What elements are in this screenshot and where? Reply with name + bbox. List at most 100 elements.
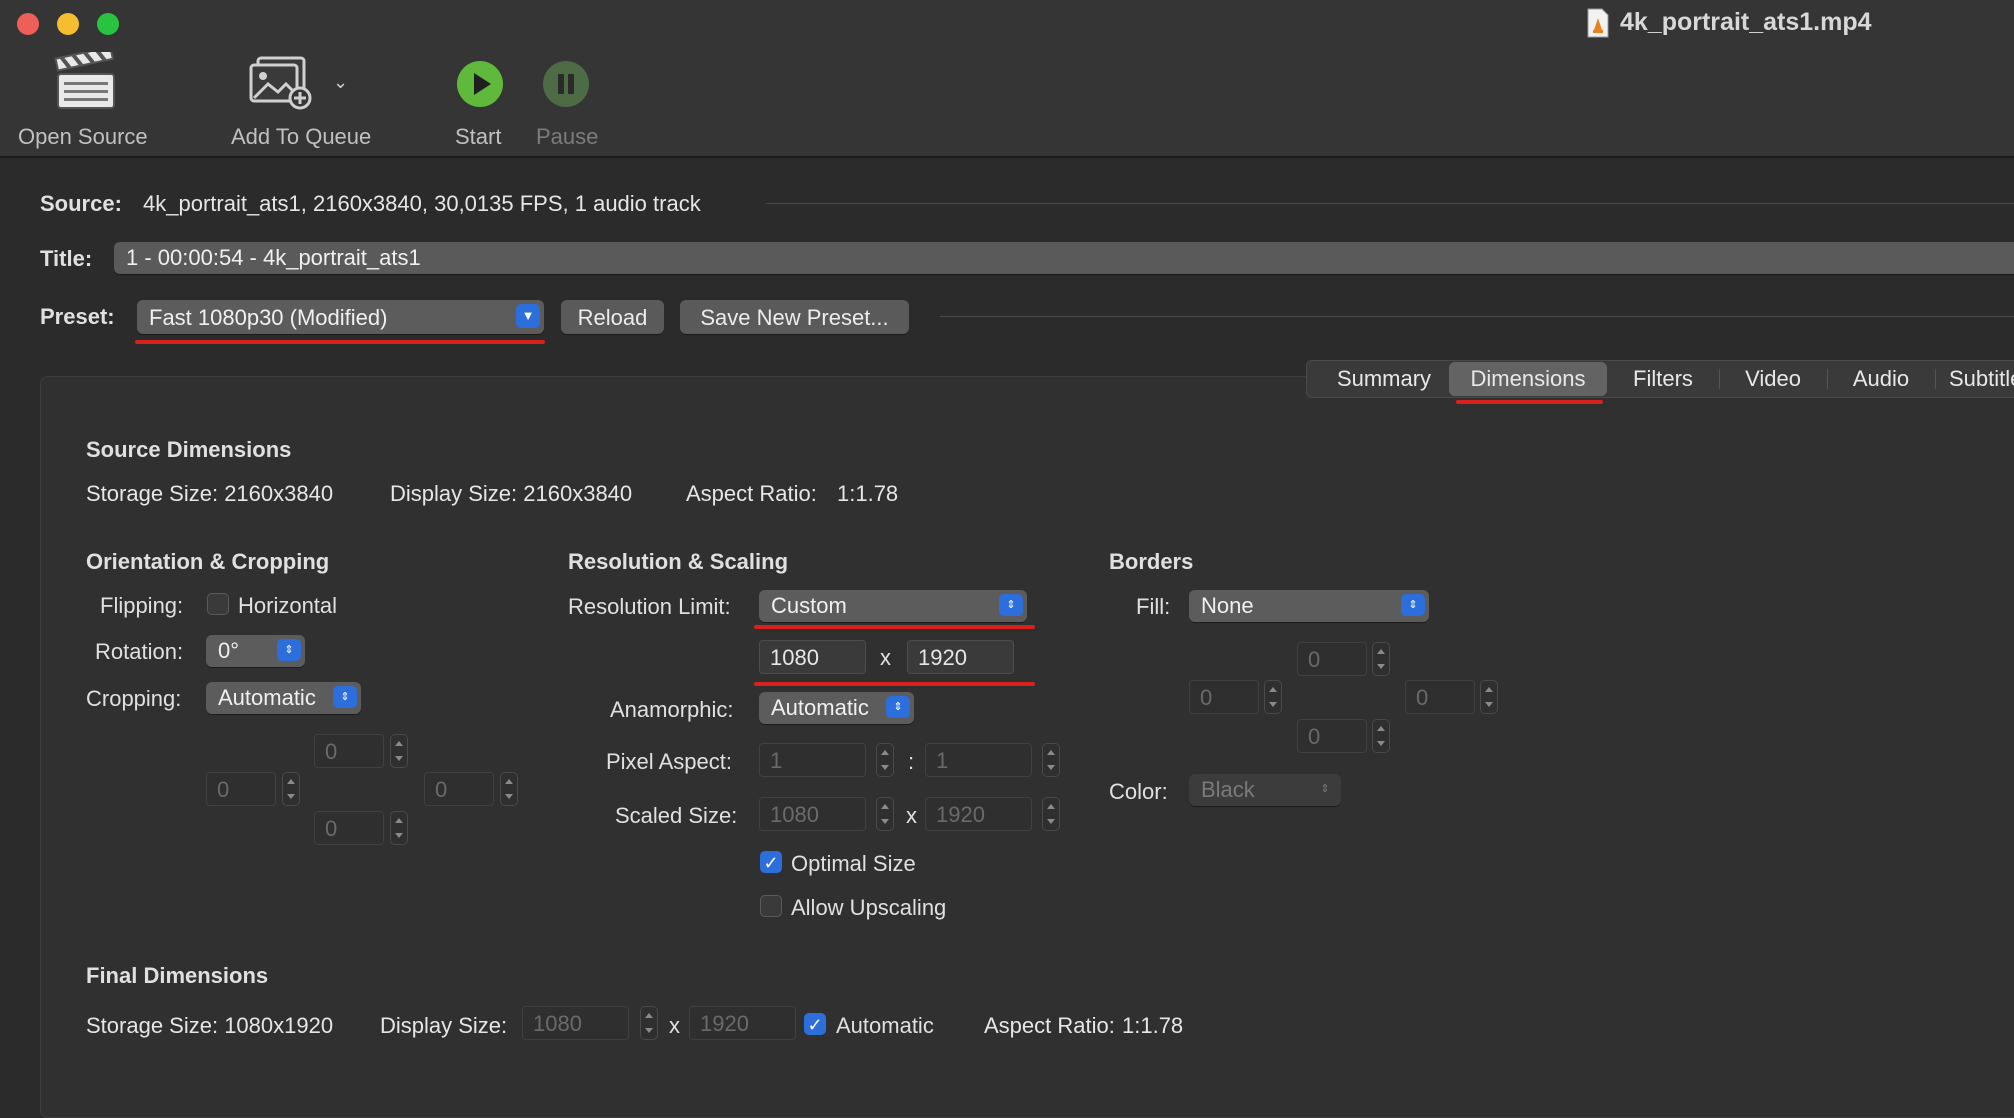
- source-aspect-value: 1:1.78: [837, 481, 899, 506]
- window-title: 4k_portrait_ats1.mp4: [1620, 8, 1872, 36]
- final-automatic-checkbox[interactable]: ✓: [804, 1013, 826, 1035]
- border-bottom-field[interactable]: 0: [1297, 719, 1367, 753]
- tab-dimensions[interactable]: Dimensions: [1449, 362, 1607, 396]
- resolution-height-field[interactable]: 1920: [907, 640, 1014, 674]
- border-color-select[interactable]: Black ⇕: [1189, 774, 1341, 806]
- add-to-queue-button[interactable]: [248, 56, 312, 110]
- border-top-field[interactable]: 0: [1297, 642, 1367, 676]
- border-top-stepper[interactable]: [1372, 642, 1390, 676]
- cropping-select[interactable]: Automatic ⇕: [206, 682, 361, 714]
- fill-select[interactable]: None ⇕: [1189, 590, 1429, 622]
- crop-top-stepper[interactable]: [390, 734, 408, 768]
- border-left-field[interactable]: 0: [1189, 680, 1259, 714]
- orientation-heading: Orientation & Cropping: [86, 549, 330, 574]
- allow-upscaling-checkbox[interactable]: [760, 895, 782, 917]
- border-right-field[interactable]: 0: [1405, 680, 1475, 714]
- anamorphic-label: Anamorphic:: [610, 697, 734, 722]
- source-aspect-label: Aspect Ratio:: [686, 481, 817, 506]
- resolution-width-field[interactable]: 1080: [759, 640, 866, 674]
- resolution-x-label: x: [880, 645, 891, 670]
- zoom-window-button[interactable]: [97, 13, 119, 35]
- final-display-width-stepper[interactable]: [640, 1006, 658, 1040]
- minimize-window-button[interactable]: [57, 13, 79, 35]
- crop-right-stepper[interactable]: [500, 772, 518, 806]
- up-down-chevron-icon: ⇕: [999, 594, 1023, 616]
- up-down-chevron-icon: ⇕: [333, 686, 357, 708]
- scaled-height-stepper[interactable]: [1042, 797, 1060, 831]
- optimal-size-checkbox[interactable]: ✓: [760, 851, 782, 873]
- source-dimensions-heading: Source Dimensions: [86, 437, 292, 462]
- source-display-size: Display Size: 2160x3840: [390, 481, 633, 506]
- pixel-aspect-height-stepper[interactable]: [1042, 743, 1060, 777]
- final-display-height-field[interactable]: 1920: [689, 1006, 796, 1040]
- tab-summary[interactable]: Summary: [1336, 366, 1432, 391]
- start-button[interactable]: [456, 60, 504, 108]
- add-to-queue-label: Add To Queue: [231, 124, 372, 149]
- tab-filters[interactable]: Filters: [1633, 366, 1693, 391]
- source-separator: [766, 203, 2014, 204]
- border-left-stepper[interactable]: [1264, 680, 1282, 714]
- crop-left-field[interactable]: 0: [206, 772, 276, 806]
- toolbar: 4k_portrait_ats1.mp4 Open Source ⌄ Add T…: [0, 0, 2014, 158]
- color-label: Color:: [1109, 779, 1168, 804]
- reload-button[interactable]: Reload: [561, 300, 664, 334]
- open-source-button[interactable]: [54, 45, 118, 112]
- anamorphic-value: Automatic: [771, 695, 869, 720]
- pause-button[interactable]: [542, 60, 590, 108]
- source-storage-size: Storage Size: 2160x3840: [86, 481, 334, 506]
- borders-heading: Borders: [1109, 549, 1194, 574]
- crop-top-field[interactable]: 0: [314, 734, 384, 768]
- tab-separator: [1827, 369, 1828, 389]
- add-to-queue-dropdown-icon[interactable]: ⌄: [333, 72, 349, 92]
- scaled-height-field[interactable]: 1920: [925, 797, 1032, 831]
- crop-left-stepper[interactable]: [282, 772, 300, 806]
- preset-separator: [940, 316, 2014, 317]
- resolution-limit-select[interactable]: Custom ⇕: [759, 590, 1027, 622]
- start-label: Start: [455, 124, 502, 149]
- resolution-heading: Resolution & Scaling: [568, 549, 789, 574]
- checkmark-icon: ✓: [763, 853, 779, 873]
- pixel-aspect-width-stepper[interactable]: [876, 743, 894, 777]
- fill-label: Fill:: [1136, 594, 1171, 619]
- crop-right-field[interactable]: 0: [424, 772, 494, 806]
- cropping-label: Cropping:: [86, 686, 182, 711]
- up-down-chevron-icon: ⇕: [1401, 594, 1425, 616]
- scaled-x-label: x: [906, 803, 917, 828]
- preset-select[interactable]: Fast 1080p30 (Modified) ▼: [137, 300, 544, 334]
- cropping-value: Automatic: [218, 685, 316, 710]
- add-photo-queue-icon: [249, 56, 312, 110]
- tab-subtitle[interactable]: Subtitle: [1949, 366, 2014, 391]
- final-display-size-label: Display Size:: [380, 1013, 508, 1038]
- pixel-aspect-width-field[interactable]: 1: [759, 743, 866, 777]
- pause-label: Pause: [536, 124, 599, 149]
- pixel-aspect-label: Pixel Aspect:: [606, 749, 732, 774]
- scaled-width-stepper[interactable]: [876, 797, 894, 831]
- rotation-value: 0°: [218, 638, 240, 663]
- preset-highlight: [135, 340, 545, 344]
- scaled-width-field[interactable]: 1080: [759, 797, 866, 831]
- border-bottom-stepper[interactable]: [1372, 719, 1390, 753]
- resolution-limit-value: Custom: [771, 593, 847, 618]
- anamorphic-select[interactable]: Automatic ⇕: [759, 692, 914, 724]
- crop-bottom-field[interactable]: 0: [314, 811, 384, 845]
- title-select[interactable]: 1 - 00:00:54 - 4k_portrait_ats1: [114, 242, 2014, 274]
- up-down-chevron-icon: ⇕: [277, 639, 301, 661]
- preset-value: Fast 1080p30 (Modified): [149, 305, 388, 330]
- final-display-width-field[interactable]: 1080: [522, 1006, 629, 1040]
- tab-audio[interactable]: Audio: [1852, 366, 1910, 391]
- pause-icon: [543, 61, 589, 107]
- rotation-label: Rotation:: [95, 639, 184, 664]
- rotation-select[interactable]: 0° ⇕: [206, 635, 305, 667]
- title-value: 1 - 00:00:54 - 4k_portrait_ats1: [126, 245, 421, 270]
- pixel-aspect-height-field[interactable]: 1: [925, 743, 1032, 777]
- final-automatic-label: Automatic: [836, 1013, 934, 1038]
- resolution-limit-highlight: [754, 625, 1035, 629]
- allow-upscaling-label: Allow Upscaling: [791, 895, 947, 920]
- horizontal-checkbox[interactable]: [207, 593, 229, 615]
- border-right-stepper[interactable]: [1480, 680, 1498, 714]
- save-new-preset-button[interactable]: Save New Preset...: [680, 300, 909, 334]
- tab-video[interactable]: Video: [1745, 366, 1801, 391]
- close-window-button[interactable]: [17, 13, 39, 35]
- final-display-x-label: x: [669, 1013, 680, 1038]
- crop-bottom-stepper[interactable]: [390, 811, 408, 845]
